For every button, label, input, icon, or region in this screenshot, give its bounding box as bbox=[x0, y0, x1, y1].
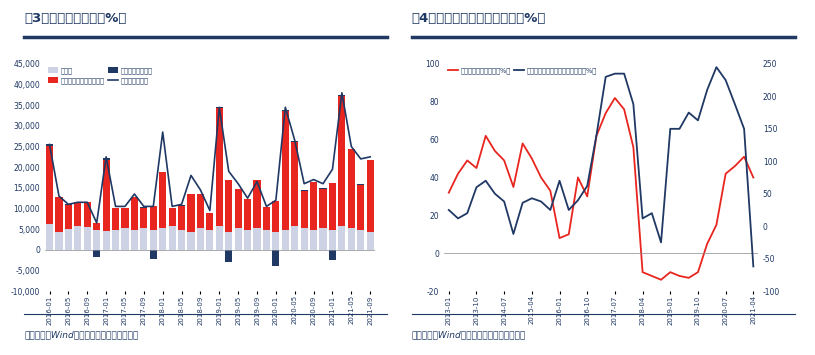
Bar bbox=[84, 202, 90, 228]
Bar bbox=[169, 208, 176, 226]
Bar bbox=[187, 194, 195, 232]
Bar bbox=[206, 230, 214, 250]
Bar bbox=[357, 185, 364, 230]
Bar bbox=[46, 146, 53, 224]
Bar bbox=[348, 228, 355, 250]
Bar bbox=[169, 226, 176, 250]
Bar bbox=[150, 250, 156, 259]
Bar bbox=[131, 197, 138, 230]
Bar bbox=[319, 189, 327, 228]
Bar bbox=[329, 230, 336, 250]
Bar bbox=[112, 230, 119, 250]
Text: 图3：贷款结构变化（%）: 图3：贷款结构变化（%） bbox=[24, 12, 127, 26]
Legend: 中长期贷款累计增速（%）, 非金融性公司短期贷款累计增速（%）: 中长期贷款累计增速（%）, 非金融性公司短期贷款累计增速（%） bbox=[446, 66, 598, 75]
Bar bbox=[178, 206, 185, 230]
Bar bbox=[93, 230, 100, 250]
Bar bbox=[103, 160, 110, 231]
Bar bbox=[357, 184, 364, 185]
Bar bbox=[291, 142, 298, 226]
Bar bbox=[348, 149, 355, 228]
Bar bbox=[319, 228, 327, 250]
Bar bbox=[272, 250, 280, 266]
Text: 图4：企业短期贷款稍有恢复（%）: 图4：企业短期贷款稍有恢复（%） bbox=[412, 12, 546, 26]
Bar bbox=[74, 226, 82, 250]
Bar bbox=[367, 232, 374, 250]
Bar bbox=[197, 228, 204, 250]
Bar bbox=[253, 180, 261, 228]
Bar bbox=[150, 206, 156, 230]
Bar bbox=[357, 230, 364, 250]
Bar bbox=[140, 208, 148, 228]
Bar bbox=[319, 188, 327, 189]
Bar bbox=[338, 226, 346, 250]
Bar bbox=[84, 228, 90, 250]
Bar bbox=[216, 226, 222, 250]
Bar bbox=[329, 250, 336, 260]
Bar bbox=[263, 230, 270, 250]
Bar bbox=[159, 172, 166, 228]
Bar bbox=[93, 250, 100, 257]
Bar bbox=[65, 204, 72, 205]
Bar bbox=[140, 228, 148, 250]
Bar bbox=[65, 229, 72, 250]
Bar bbox=[225, 250, 232, 262]
Bar bbox=[310, 182, 317, 230]
Bar bbox=[187, 232, 195, 250]
Bar bbox=[131, 230, 138, 250]
Bar bbox=[55, 197, 63, 233]
Bar bbox=[263, 207, 270, 230]
Bar bbox=[159, 228, 166, 250]
Bar bbox=[150, 230, 156, 250]
Bar bbox=[253, 228, 261, 250]
Bar bbox=[310, 230, 317, 250]
Bar bbox=[291, 141, 298, 142]
Bar bbox=[272, 232, 280, 250]
Text: 资料来源：Wind，中国银河证券研究院整理: 资料来源：Wind，中国银河证券研究院整理 bbox=[24, 330, 139, 339]
Bar bbox=[225, 180, 232, 232]
Bar bbox=[65, 205, 72, 229]
Bar bbox=[244, 230, 251, 250]
Bar bbox=[46, 224, 53, 250]
Bar bbox=[282, 230, 289, 250]
Bar bbox=[235, 228, 242, 250]
Bar bbox=[206, 213, 214, 230]
Bar bbox=[46, 144, 53, 146]
Bar bbox=[178, 230, 185, 250]
Bar bbox=[140, 207, 148, 208]
Bar bbox=[338, 96, 346, 226]
Bar bbox=[301, 191, 308, 228]
Legend: 居民户, 非金融性公司及其他部门, 非銀行业金融机构, 新增人民币贷款: 居民户, 非金融性公司及其他部门, 非銀行业金融机构, 新增人民币贷款 bbox=[46, 66, 154, 85]
Bar bbox=[272, 201, 280, 232]
Bar bbox=[329, 183, 336, 230]
Bar bbox=[244, 199, 251, 230]
Bar bbox=[291, 226, 298, 250]
Bar bbox=[103, 158, 110, 160]
Bar bbox=[301, 190, 308, 191]
Bar bbox=[159, 171, 166, 172]
Bar bbox=[103, 231, 110, 250]
Bar bbox=[216, 107, 222, 108]
Bar bbox=[112, 208, 119, 230]
Text: 资料来源：Wind，中国银河证券研究院整理: 资料来源：Wind，中国银河证券研究院整理 bbox=[412, 330, 526, 339]
Bar bbox=[235, 189, 242, 228]
Bar bbox=[197, 195, 204, 228]
Bar bbox=[367, 160, 374, 232]
Bar bbox=[225, 232, 232, 250]
Bar bbox=[301, 228, 308, 250]
Bar bbox=[74, 202, 82, 226]
Bar bbox=[338, 95, 346, 96]
Bar bbox=[121, 208, 129, 228]
Bar bbox=[55, 233, 63, 250]
Bar bbox=[121, 228, 129, 250]
Bar bbox=[93, 223, 100, 230]
Bar bbox=[216, 108, 222, 226]
Bar bbox=[282, 110, 289, 230]
